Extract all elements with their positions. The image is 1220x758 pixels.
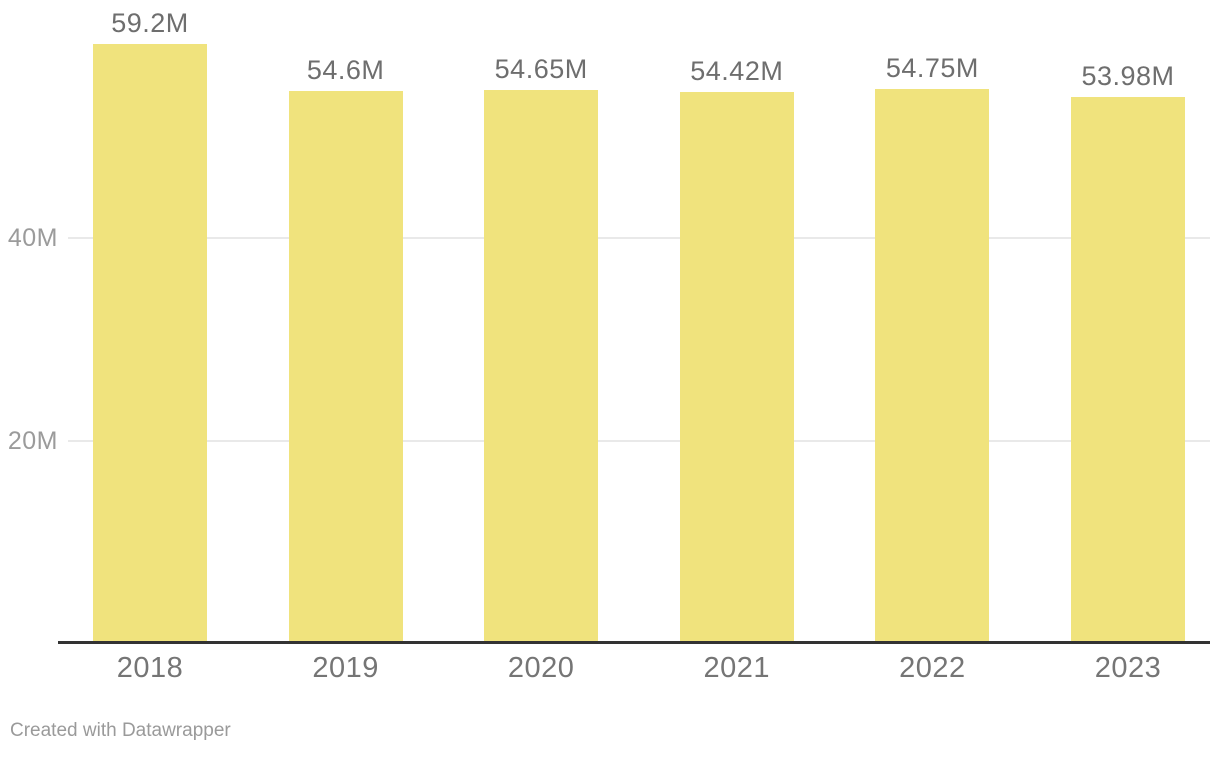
bar-2022[interactable] xyxy=(875,89,990,643)
x-axis-label: 2022 xyxy=(899,652,966,684)
bar-value-label: 53.98M xyxy=(1081,60,1175,91)
bar-value-label: 54.6M xyxy=(306,54,385,85)
bar-2020[interactable] xyxy=(484,90,599,643)
bar-value-label: 54.65M xyxy=(494,54,588,85)
x-axis-label: 2020 xyxy=(507,652,575,684)
y-gridline xyxy=(68,237,1210,240)
datawrapper-credit-link[interactable]: Created with Datawrapper xyxy=(10,720,231,741)
bar-value-label: 54.42M xyxy=(690,56,784,87)
bar-2018[interactable] xyxy=(93,44,207,643)
bar-2019[interactable] xyxy=(288,90,403,643)
bar-value-label: 54.75M xyxy=(885,53,979,84)
y-gridline xyxy=(68,439,1210,442)
bar-value-label: 59.2M xyxy=(111,8,189,38)
bar-2023[interactable] xyxy=(1071,96,1185,643)
x-axis-label: 2019 xyxy=(312,652,379,684)
y-axis-tick-label: 40M xyxy=(7,224,58,253)
x-axis-line xyxy=(58,641,1210,644)
x-axis-label: 2018 xyxy=(116,652,184,684)
y-axis-tick-label: 20M xyxy=(7,426,58,455)
x-axis-label: 2021 xyxy=(703,652,771,684)
bar-2021[interactable] xyxy=(679,92,794,643)
x-axis-label: 2023 xyxy=(1094,652,1162,684)
